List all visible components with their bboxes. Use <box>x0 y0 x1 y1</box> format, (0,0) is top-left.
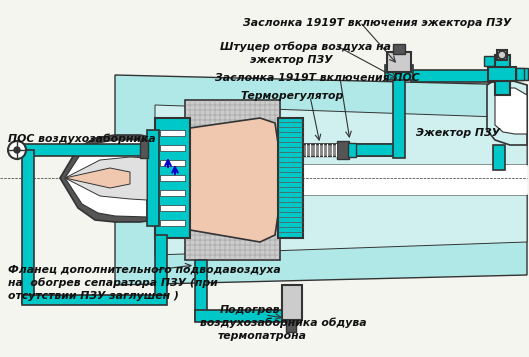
Polygon shape <box>155 195 527 255</box>
Bar <box>387 52 411 72</box>
Bar <box>22 144 147 156</box>
Polygon shape <box>115 75 527 165</box>
Bar <box>393 70 405 158</box>
Bar <box>282 285 302 320</box>
Bar <box>493 145 505 170</box>
Bar <box>140 140 148 158</box>
Bar <box>160 220 185 226</box>
Polygon shape <box>65 140 147 217</box>
Text: Заслонка 1919Т включения эжектора ПЗУ: Заслонка 1919Т включения эжектора ПЗУ <box>243 18 512 28</box>
Bar <box>393 44 405 54</box>
Bar <box>348 143 356 157</box>
Polygon shape <box>65 157 147 200</box>
Bar <box>195 260 207 320</box>
Bar <box>278 118 303 238</box>
Text: Терморегулятор: Терморегулятор <box>240 91 343 101</box>
Bar <box>411 70 496 82</box>
Bar <box>160 160 185 166</box>
Bar <box>22 295 34 303</box>
Text: Штуцер отбора воздуха на: Штуцер отбора воздуха на <box>220 42 391 52</box>
Bar <box>337 141 349 159</box>
Text: ПОС воздухозаборника: ПОС воздухозаборника <box>8 133 156 144</box>
Polygon shape <box>65 168 130 188</box>
Bar <box>286 295 298 323</box>
Circle shape <box>14 147 20 153</box>
Bar <box>22 295 167 305</box>
Bar <box>22 150 34 300</box>
Text: Заслонка 1919Т включения ПОС: Заслонка 1919Т включения ПОС <box>215 73 419 83</box>
Text: на  обогрев сепаратора ПЗУ (при: на обогрев сепаратора ПЗУ (при <box>8 278 218 288</box>
Bar <box>160 175 185 181</box>
Bar <box>160 130 185 136</box>
Polygon shape <box>155 105 527 165</box>
Bar <box>286 320 296 332</box>
Polygon shape <box>115 195 527 285</box>
Bar <box>155 118 190 238</box>
Text: термопатрона: термопатрона <box>218 331 307 341</box>
Bar <box>155 165 527 195</box>
Bar <box>160 145 185 151</box>
Text: Эжектор ПЗУ: Эжектор ПЗУ <box>416 128 500 138</box>
Bar <box>488 67 516 81</box>
Bar <box>488 58 500 82</box>
Circle shape <box>8 141 26 159</box>
Bar <box>516 68 528 80</box>
Bar <box>516 68 524 80</box>
Text: отсутствии ПЗУ заглушен ): отсутствии ПЗУ заглушен ) <box>8 291 179 301</box>
Polygon shape <box>60 135 155 222</box>
Text: воздухозаборника обдува: воздухозаборника обдува <box>200 318 367 328</box>
Bar <box>155 235 167 295</box>
Bar <box>303 144 338 156</box>
Bar <box>497 50 507 60</box>
Text: Фланец дополнительного подводавоздуха: Фланец дополнительного подводавоздуха <box>8 265 281 275</box>
Text: эжектор ПЗУ: эжектор ПЗУ <box>250 55 333 65</box>
Bar <box>484 56 502 66</box>
Circle shape <box>498 51 506 59</box>
Text: Подогрев: Подогрев <box>220 305 280 315</box>
Polygon shape <box>495 88 527 134</box>
Bar <box>147 130 159 226</box>
Bar <box>160 190 185 196</box>
Bar <box>356 144 400 156</box>
Bar <box>160 205 185 211</box>
Polygon shape <box>487 80 527 145</box>
Bar <box>495 55 510 95</box>
Bar <box>185 100 280 260</box>
Polygon shape <box>190 118 278 242</box>
Bar <box>385 65 413 80</box>
Bar <box>195 310 295 322</box>
Bar <box>303 144 400 156</box>
